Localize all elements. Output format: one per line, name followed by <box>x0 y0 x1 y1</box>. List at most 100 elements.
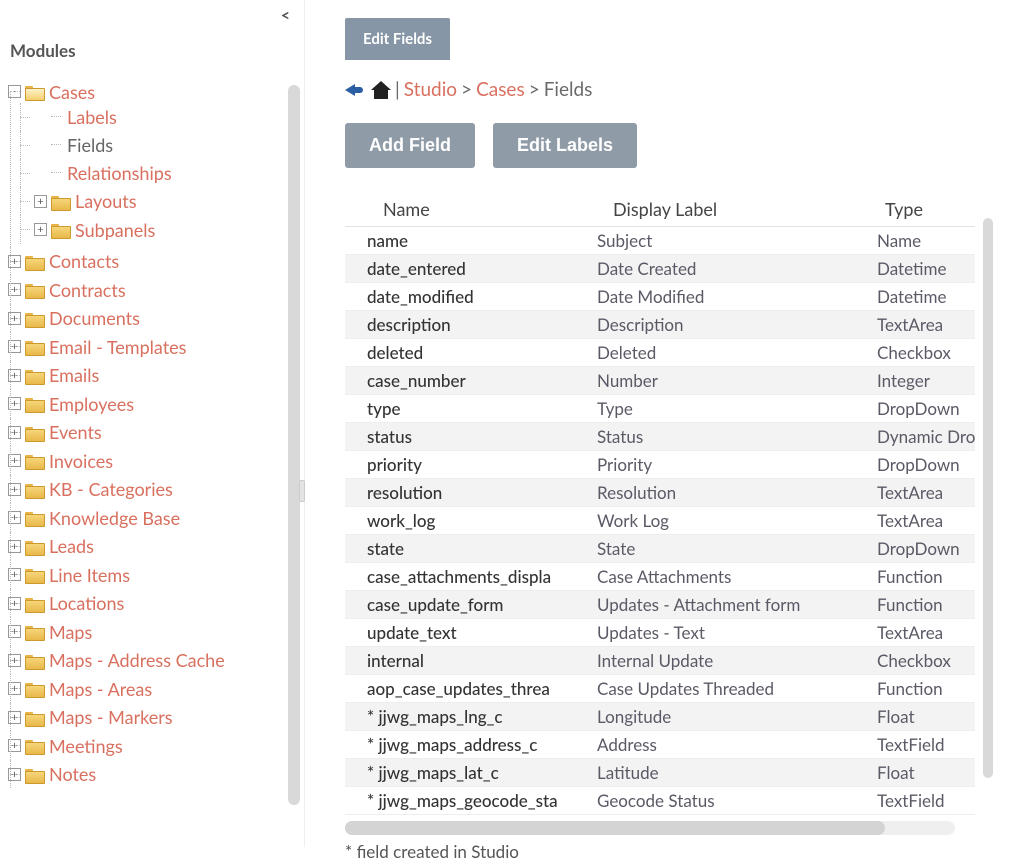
expand-icon[interactable]: + <box>8 283 21 296</box>
cell-name[interactable]: state <box>345 535 575 563</box>
cell-name[interactable]: resolution <box>345 479 575 507</box>
cell-name[interactable]: type <box>345 395 575 423</box>
tree-node-labels[interactable]: Labels <box>67 106 117 128</box>
table-row[interactable]: case_attachments_displaCase AttachmentsF… <box>345 563 975 591</box>
cell-name[interactable]: case_attachments_displa <box>345 563 575 591</box>
table-horizontal-scrollbar[interactable] <box>345 821 955 835</box>
splitter-handle[interactable] <box>299 480 305 502</box>
cell-type[interactable]: DropDown <box>855 535 975 563</box>
expand-icon[interactable]: + <box>8 768 21 781</box>
cell-name[interactable]: case_number <box>345 367 575 395</box>
table-row[interactable]: * jjwg_maps_lng_cLongitudeFloat <box>345 703 975 731</box>
tree-node-line-items[interactable]: Line Items <box>49 564 130 586</box>
sidebar-scrollbar[interactable] <box>288 85 300 805</box>
table-row[interactable]: update_textUpdates - TextTextArea <box>345 619 975 647</box>
cell-name[interactable]: * jjwg_maps_lng_c <box>345 703 575 731</box>
tree-node-maps-address-cache[interactable]: Maps - Address Cache <box>49 649 225 671</box>
col-header-display[interactable]: Display Label <box>575 192 855 227</box>
expand-icon[interactable]: + <box>8 312 21 325</box>
cell-name[interactable]: * jjwg_maps_address_c <box>345 731 575 759</box>
tree-node-maps[interactable]: Maps <box>49 621 92 643</box>
cell-name[interactable]: update_text <box>345 619 575 647</box>
cell-display-label[interactable]: Deleted <box>575 339 855 367</box>
cell-display-label[interactable]: Priority <box>575 451 855 479</box>
cell-type[interactable]: Function <box>855 591 975 619</box>
tree-node-knowledge-base[interactable]: Knowledge Base <box>49 507 180 529</box>
breadcrumb-studio[interactable]: Studio <box>404 78 457 101</box>
tree-node-subpanels[interactable]: Subpanels <box>75 219 155 241</box>
cell-display-label[interactable]: Updates - Attachment form <box>575 591 855 619</box>
tree-node-maps-areas[interactable]: Maps - Areas <box>49 678 152 700</box>
tree-node-kb-categories[interactable]: KB - Categories <box>49 478 173 500</box>
expand-icon[interactable]: + <box>8 540 21 553</box>
cell-display-label[interactable]: Status <box>575 423 855 451</box>
tree-node-events[interactable]: Events <box>49 421 102 443</box>
tree-node-emails[interactable]: Emails <box>49 364 99 386</box>
expand-icon[interactable]: + <box>8 340 21 353</box>
cell-type[interactable]: Name <box>855 227 975 255</box>
expand-icon[interactable]: + <box>34 195 47 208</box>
expand-icon[interactable]: + <box>8 711 21 724</box>
cell-type[interactable]: DropDown <box>855 395 975 423</box>
table-row[interactable]: internalInternal UpdateCheckbox <box>345 647 975 675</box>
expand-icon[interactable]: + <box>8 654 21 667</box>
cell-display-label[interactable]: Address <box>575 731 855 759</box>
cell-name[interactable]: name <box>345 227 575 255</box>
cell-type[interactable]: Datetime <box>855 283 975 311</box>
tree-node-fields[interactable]: Fields <box>67 134 113 156</box>
table-row[interactable]: aop_case_updates_threaCase Updates Threa… <box>345 675 975 703</box>
table-row[interactable]: resolutionResolutionTextArea <box>345 479 975 507</box>
table-vertical-scrollbar[interactable] <box>983 218 993 778</box>
cell-type[interactable]: Float <box>855 703 975 731</box>
tree-node-contacts[interactable]: Contacts <box>49 250 119 272</box>
cell-display-label[interactable]: Description <box>575 311 855 339</box>
expand-icon[interactable]: + <box>8 255 21 268</box>
cell-type[interactable]: TextArea <box>855 619 975 647</box>
edit-labels-button[interactable]: Edit Labels <box>493 123 637 168</box>
cell-display-label[interactable]: Geocode Status <box>575 787 855 815</box>
cell-display-label[interactable]: Work Log <box>575 507 855 535</box>
cell-display-label[interactable]: State <box>575 535 855 563</box>
tree-node-leads[interactable]: Leads <box>49 535 94 557</box>
table-row[interactable]: typeTypeDropDown <box>345 395 975 423</box>
col-header-type[interactable]: Type <box>855 192 975 227</box>
cell-display-label[interactable]: Latitude <box>575 759 855 787</box>
expand-icon[interactable]: + <box>8 369 21 382</box>
tree-node-relationships[interactable]: Relationships <box>67 162 172 184</box>
cell-name[interactable]: priority <box>345 451 575 479</box>
cell-name[interactable]: * jjwg_maps_lat_c <box>345 759 575 787</box>
tree-node-invoices[interactable]: Invoices <box>49 450 113 472</box>
tree-node-maps-markers[interactable]: Maps - Markers <box>49 706 173 728</box>
cell-display-label[interactable]: Internal Update <box>575 647 855 675</box>
tree-node-meetings[interactable]: Meetings <box>49 735 123 757</box>
tree-node-employees[interactable]: Employees <box>49 393 134 415</box>
table-row[interactable]: case_update_formUpdates - Attachment for… <box>345 591 975 619</box>
cell-name[interactable]: internal <box>345 647 575 675</box>
tree-node-email-templates[interactable]: Email - Templates <box>49 336 186 358</box>
tree-node-cases[interactable]: Cases <box>49 81 95 103</box>
expand-icon[interactable]: + <box>8 568 21 581</box>
tree-node-layouts[interactable]: Layouts <box>75 190 137 212</box>
cell-name[interactable]: date_modified <box>345 283 575 311</box>
tree-node-notes[interactable]: Notes <box>49 763 96 785</box>
cell-type[interactable]: TextArea <box>855 507 975 535</box>
cell-type[interactable]: Integer <box>855 367 975 395</box>
table-row[interactable]: statusStatusDynamic Dro <box>345 423 975 451</box>
cell-name[interactable]: deleted <box>345 339 575 367</box>
back-icon[interactable] <box>345 81 367 99</box>
table-row[interactable]: date_enteredDate CreatedDatetime <box>345 255 975 283</box>
cell-type[interactable]: Checkbox <box>855 647 975 675</box>
cell-type[interactable]: Function <box>855 563 975 591</box>
table-row[interactable]: date_modifiedDate ModifiedDatetime <box>345 283 975 311</box>
cell-name[interactable]: work_log <box>345 507 575 535</box>
table-row[interactable]: * jjwg_maps_lat_cLatitudeFloat <box>345 759 975 787</box>
expand-icon[interactable]: + <box>8 625 21 638</box>
cell-type[interactable]: Function <box>855 675 975 703</box>
breadcrumb-cases[interactable]: Cases <box>476 78 525 101</box>
cell-display-label[interactable]: Resolution <box>575 479 855 507</box>
cell-name[interactable]: * jjwg_maps_geocode_sta <box>345 787 575 815</box>
expand-icon[interactable]: + <box>8 426 21 439</box>
cell-name[interactable]: description <box>345 311 575 339</box>
expand-icon[interactable]: + <box>34 223 47 236</box>
cell-type[interactable]: TextArea <box>855 479 975 507</box>
